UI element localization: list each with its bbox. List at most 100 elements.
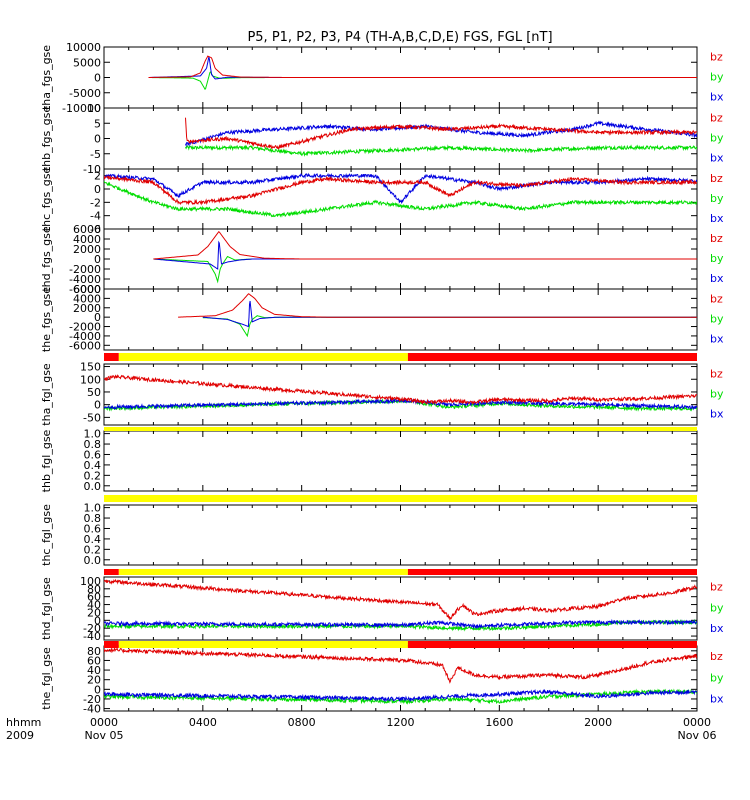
legend-bx: bx bbox=[710, 693, 724, 706]
series-line-by bbox=[202, 315, 697, 338]
y-tick-label: 60 bbox=[87, 591, 101, 604]
y-tick-label: 0 bbox=[94, 72, 101, 85]
panel-frame bbox=[103, 168, 698, 230]
y-tick-label: 0.6 bbox=[84, 448, 102, 461]
y-tick-label: 40 bbox=[87, 664, 101, 677]
legend-bx: bx bbox=[710, 272, 724, 285]
y-tick-label: 40 bbox=[87, 599, 101, 612]
y-tick-label: 4000 bbox=[73, 292, 101, 305]
legend-bz: bz bbox=[710, 581, 723, 594]
y-tick-label: 0.2 bbox=[84, 469, 102, 482]
legend-by: by bbox=[710, 671, 724, 684]
y-tick-label: -20 bbox=[83, 693, 101, 706]
series-line-bz bbox=[104, 578, 697, 621]
legend-bz: bz bbox=[710, 111, 723, 124]
corner-label-hhmm: hhmm bbox=[6, 716, 41, 729]
y-tick-label: 0.4 bbox=[84, 459, 102, 472]
y-tick-label: 4000 bbox=[73, 233, 101, 246]
corner-label-year: 2009 bbox=[6, 729, 34, 742]
y-tick-label: 0.0 bbox=[84, 480, 102, 493]
y-tick-label: 2000 bbox=[73, 302, 101, 315]
y-tick-label: 0 bbox=[94, 683, 101, 696]
y-tick-label: 0 bbox=[94, 253, 101, 266]
flag-bar bbox=[104, 569, 697, 575]
x-tick-label: 0000 bbox=[683, 716, 711, 729]
y-tick-label: -10 bbox=[83, 163, 101, 176]
legend-by: by bbox=[710, 312, 724, 325]
flag-bar bbox=[104, 427, 697, 431]
series-line-bz bbox=[104, 646, 697, 684]
panel-frame bbox=[103, 288, 698, 351]
flag-bar bbox=[104, 641, 697, 648]
flag-segment-yellow bbox=[118, 569, 408, 575]
legend-bx: bx bbox=[710, 333, 724, 346]
legend-bz: bz bbox=[710, 232, 723, 245]
flag-segment-red bbox=[104, 569, 119, 575]
series-line-by bbox=[153, 255, 697, 284]
y-tick-label: 2 bbox=[94, 170, 101, 183]
y-tick-label: 100 bbox=[80, 575, 101, 588]
y-tick-label: 20 bbox=[87, 606, 101, 619]
legend-bz: bz bbox=[710, 292, 723, 305]
legend-bz: bz bbox=[710, 50, 723, 63]
y-tick-label: 6000 bbox=[73, 283, 101, 296]
panel-thc_fgs: 20-2-4-6 thc_fgs_gse bz by bx bbox=[40, 167, 724, 236]
y-tick-label: 1.0 bbox=[84, 502, 102, 515]
series-line-bz bbox=[153, 231, 697, 260]
legend-bz: bz bbox=[710, 650, 723, 663]
y-tick-label: 0 bbox=[94, 183, 101, 196]
series-line-bx bbox=[104, 688, 697, 703]
y-tick-label: -4000 bbox=[69, 330, 101, 343]
y-tick-label: -50 bbox=[83, 411, 101, 424]
panel-thb_fgs: 10 5 0 -5 -10 thb_fgs_gse bz by bx bbox=[40, 102, 724, 176]
y-axis-label: thc_fgl_gse bbox=[40, 504, 53, 566]
legend-bx: bx bbox=[710, 408, 724, 421]
y-tick-label: -6000 bbox=[69, 339, 101, 352]
y-tick-label: -2000 bbox=[69, 263, 101, 276]
y-tick-label: 60 bbox=[87, 654, 101, 667]
y-tick-label: 100 bbox=[80, 373, 101, 386]
y-tick-label: 2000 bbox=[73, 243, 101, 256]
y-tick-label: 80 bbox=[87, 645, 101, 658]
flag-segment-yellow bbox=[118, 641, 408, 648]
y-tick-label: 10000 bbox=[66, 41, 101, 54]
series-line-bz bbox=[185, 117, 697, 150]
y-tick-label: 0.0 bbox=[84, 554, 102, 567]
legend-bx: bx bbox=[710, 91, 724, 104]
legend-bx: bx bbox=[710, 152, 724, 165]
flag-segment-yellow bbox=[118, 353, 408, 361]
y-tick-label: 0.8 bbox=[84, 512, 102, 525]
series-line-bz bbox=[104, 374, 697, 405]
y-tick-label: -4 bbox=[90, 210, 101, 223]
y-tick-label: -6 bbox=[90, 223, 101, 236]
x-date-end: Nov 06 bbox=[678, 729, 717, 742]
series-line-by bbox=[185, 144, 697, 157]
y-tick-label: 1.0 bbox=[84, 428, 102, 441]
y-tick-label: -40 bbox=[83, 703, 101, 716]
y-tick-label: -10000 bbox=[62, 102, 101, 115]
x-tick-label: 0800 bbox=[288, 716, 316, 729]
y-tick-label: 150 bbox=[80, 361, 101, 374]
y-tick-label: 0 bbox=[94, 399, 101, 412]
y-axis-label: thd_fgs_gse bbox=[40, 226, 53, 292]
y-tick-label: 5 bbox=[94, 117, 101, 130]
y-tick-label: -2 bbox=[90, 196, 101, 209]
flag-segment-red bbox=[104, 641, 119, 648]
legend-by: by bbox=[710, 387, 724, 400]
flag-segment-red bbox=[407, 641, 697, 648]
series-line-by bbox=[148, 71, 697, 90]
flag-segment-red bbox=[407, 353, 697, 361]
series-line-bz bbox=[148, 55, 697, 78]
legend-by: by bbox=[710, 252, 724, 265]
y-axis-label: thb_fgs_gse bbox=[40, 106, 53, 172]
panel-frame bbox=[103, 430, 698, 492]
y-tick-label: 0.8 bbox=[84, 438, 102, 451]
y-tick-label: 0 bbox=[94, 311, 101, 324]
y-axis-label: thd_fgl_gse bbox=[40, 577, 53, 640]
